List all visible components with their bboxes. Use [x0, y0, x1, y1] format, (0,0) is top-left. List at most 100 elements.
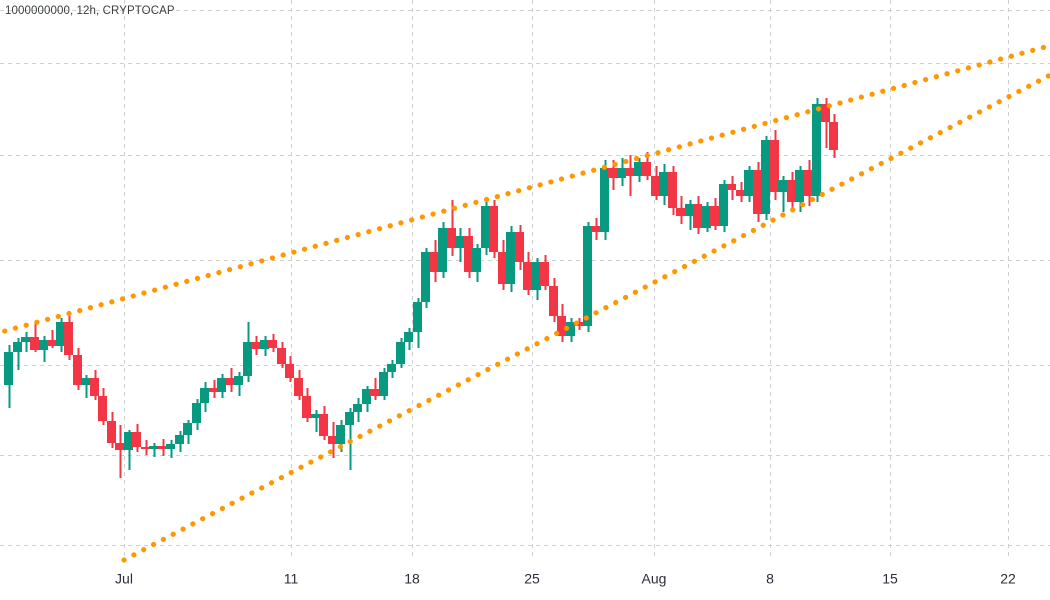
candle-body-bullish: [362, 389, 371, 404]
candle-body-bullish: [166, 444, 175, 449]
candlestick-series: [4, 98, 838, 478]
candle-body-bullish: [617, 168, 626, 178]
candle-body-bullish: [481, 206, 490, 248]
trendline-upper-resistance[interactable]: [0, 42, 1050, 336]
candle-body-bearish: [804, 170, 813, 196]
candle-body-bullish: [379, 372, 388, 396]
candle-body-bearish: [98, 396, 107, 421]
candle-body-bearish: [30, 337, 39, 350]
candle-body-bullish: [387, 364, 396, 372]
candle-body-bearish: [625, 168, 634, 176]
candle-body-bearish: [821, 104, 830, 122]
horizontal-gridlines: [0, 10, 1050, 546]
candle-body-bullish: [336, 425, 345, 444]
candle-body-bullish: [396, 342, 405, 364]
candle-body-bearish: [727, 184, 736, 190]
candle-body-bearish: [736, 190, 745, 196]
candle-body-bullish: [778, 180, 787, 192]
candle-body-bullish: [659, 172, 668, 196]
x-axis-tick-labels: Jul 11 18 25 Aug 8 15 22: [115, 571, 1016, 587]
candle-body-bullish: [13, 342, 22, 352]
trendline-lower-support[interactable]: [121, 72, 1050, 563]
candle-body-bullish: [719, 184, 728, 226]
candle-body-bullish: [124, 432, 133, 450]
candle-body-bearish: [489, 206, 498, 252]
candle-body-bearish: [753, 170, 762, 214]
candle-body-bearish: [226, 378, 235, 385]
candle-body-bullish: [702, 206, 711, 228]
candle-body-bearish: [141, 447, 150, 449]
candle-body-bullish: [812, 104, 821, 196]
candle-body-bearish: [591, 226, 600, 232]
candle-body-bullish: [685, 204, 694, 216]
candle-body-bearish: [515, 232, 524, 262]
candle-body-bullish: [21, 337, 30, 342]
candle-body-bullish: [183, 423, 192, 435]
x-axis-label-11: 11: [284, 571, 299, 587]
candle-body-bearish: [294, 378, 303, 396]
candle-body-bullish: [421, 252, 430, 302]
candle-body-bearish: [90, 378, 99, 396]
candle-body-bullish: [506, 232, 515, 284]
candle-body-bullish: [260, 340, 269, 349]
candle-body-bearish: [430, 252, 439, 272]
candle-body-bearish: [132, 432, 141, 447]
candle-body-bullish: [566, 322, 575, 336]
candle-body-bullish: [234, 376, 243, 385]
candle-body-bearish: [642, 162, 651, 176]
x-axis-label-8: 8: [766, 571, 774, 587]
candle-body-bearish: [285, 364, 294, 378]
candle-body-bearish: [115, 443, 124, 450]
candle-body-bearish: [251, 342, 260, 349]
candle-body-bearish: [107, 421, 116, 443]
candle-body-bullish: [4, 352, 13, 385]
candle-body-bearish: [770, 140, 779, 192]
candle-body-bullish: [56, 322, 65, 346]
candle-body-bullish: [472, 248, 481, 272]
candle-body-bullish: [149, 446, 158, 449]
candle-body-bearish: [464, 236, 473, 272]
candle-body-bullish: [438, 228, 447, 272]
candle-body-bearish: [47, 340, 56, 346]
candle-body-bullish: [455, 236, 464, 248]
candle-body-bearish: [651, 176, 660, 196]
candle-body-bullish: [175, 435, 184, 444]
trendline-overlay[interactable]: [0, 42, 1050, 563]
candle-body-bullish: [404, 332, 413, 342]
candle-body-bearish: [668, 172, 677, 208]
candle-body-bearish: [608, 168, 617, 178]
candle-body-bearish: [268, 340, 277, 348]
candle-body-bearish: [64, 322, 73, 355]
candle-body-bullish: [634, 162, 643, 176]
candle-body-bullish: [39, 340, 48, 350]
candle-body-bullish: [243, 342, 252, 376]
candle-body-bearish: [557, 316, 566, 336]
candle-body-bullish: [200, 388, 209, 403]
x-axis-label-25: 25: [524, 571, 540, 587]
candle-body-bullish: [413, 302, 422, 332]
candle-body-bullish: [744, 170, 753, 196]
candle-body-bearish: [447, 228, 456, 248]
x-axis-label-22: 22: [1000, 571, 1016, 587]
candle-body-bullish: [600, 168, 609, 232]
chart-legend: 1000000000, 12h, CRYPTOCAP: [5, 5, 175, 17]
candle-body-bearish: [676, 208, 685, 216]
x-axis-label-aug: Aug: [642, 571, 667, 587]
candle-body-bearish: [710, 206, 719, 226]
vertical-gridlines: [124, 0, 1009, 560]
x-axis-label-18: 18: [404, 571, 420, 587]
x-axis-label-15: 15: [882, 571, 898, 587]
candle-body-bearish: [370, 389, 379, 396]
candle-body-bullish: [795, 170, 804, 202]
candle-body-bearish: [787, 180, 796, 202]
candle-body-bearish: [693, 204, 702, 228]
candle-body-bearish: [829, 122, 838, 150]
candle-body-bearish: [302, 396, 311, 418]
candle-body-bullish: [345, 412, 354, 425]
candle-body-bearish: [498, 252, 507, 284]
candle-body-bearish: [549, 286, 558, 316]
x-axis-label-jul: Jul: [115, 571, 133, 587]
candle-body-bearish: [73, 355, 82, 385]
